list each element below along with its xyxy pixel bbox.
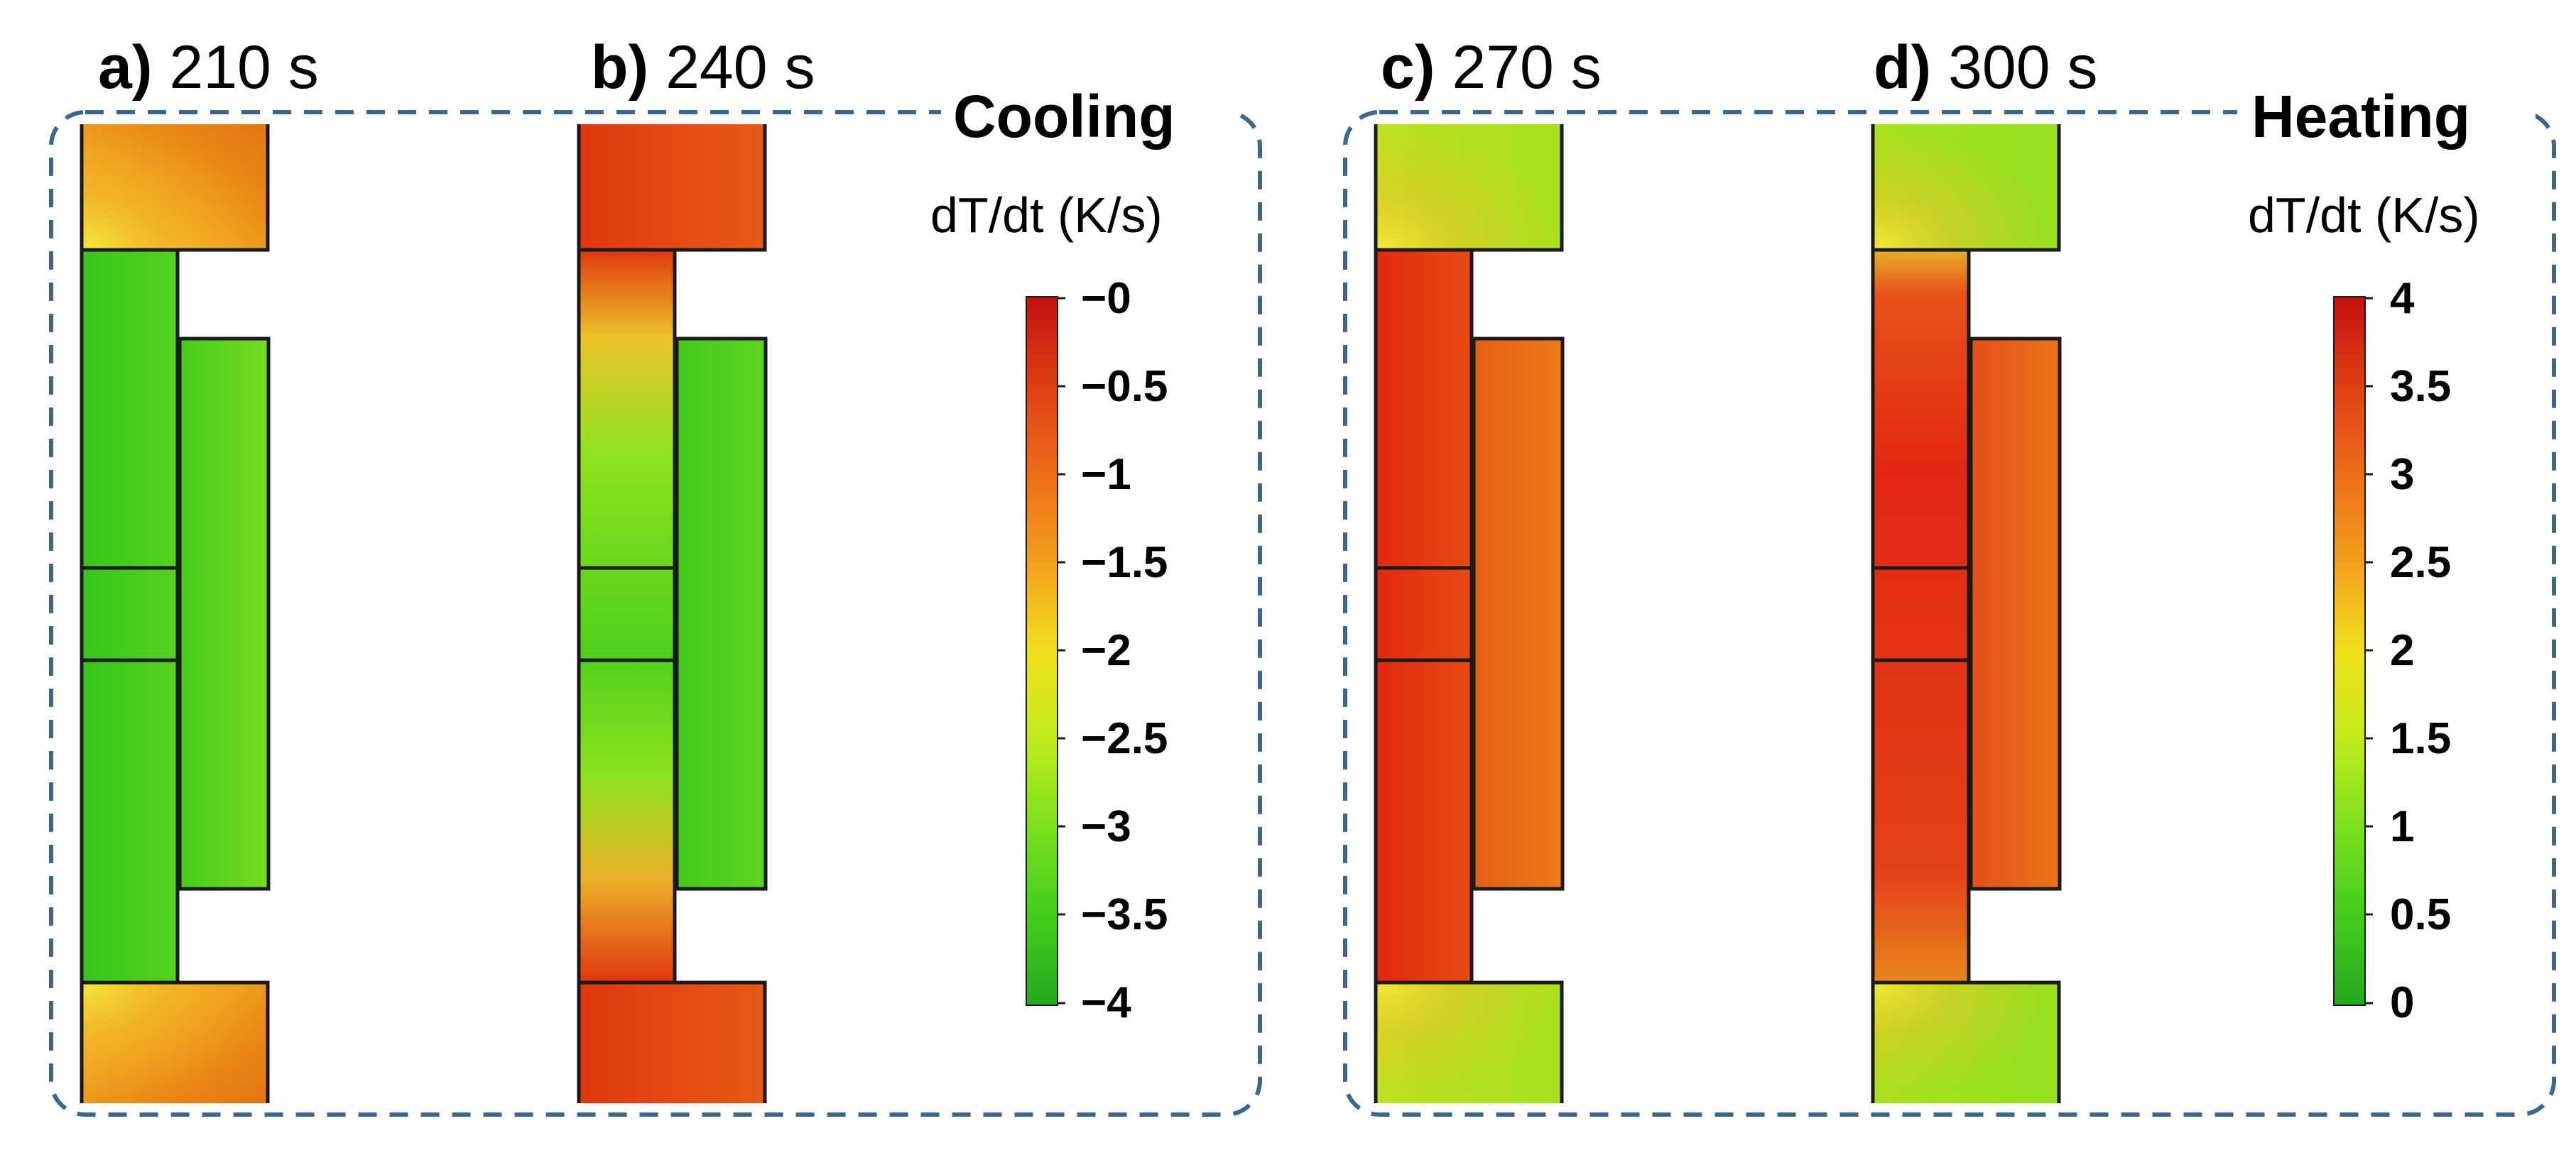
cooling-tick-label: −3.5 (1081, 890, 1168, 939)
heating-tick-label: 2 (2390, 626, 2415, 675)
heating-unit-label: dT/dt (K/s) (2248, 187, 2480, 243)
panel-b-label: b) 240 s (591, 33, 815, 102)
panel-b-geometry (577, 124, 768, 1103)
cooling-tick-label: −4 (1081, 978, 1131, 1027)
heating-tick-label: 3 (2390, 450, 2415, 499)
cooling-tick-label: −2.5 (1081, 714, 1168, 763)
panel-a-geometry (80, 124, 271, 1103)
cooling-tick-label: −1 (1081, 450, 1131, 499)
heating-tick-label: 1.5 (2390, 714, 2452, 763)
heating-tick-label: 0 (2390, 978, 2415, 1027)
heating-tick-label: 2.5 (2390, 538, 2452, 587)
cooling-tick-label: −2 (1081, 626, 1131, 675)
cooling-colorbar (1026, 296, 1065, 1006)
panel-c-geometry (1374, 124, 1565, 1103)
cooling-unit-label: dT/dt (K/s) (930, 187, 1163, 243)
heating-group-frame (1343, 110, 2556, 1117)
cooling-tick-label: −0.5 (1081, 362, 1168, 411)
panel-a-label: a) 210 s (98, 33, 319, 102)
heating-title: Heating (2251, 83, 2471, 150)
cooling-tick-label: −0 (1081, 274, 1131, 323)
heating-colorbar (2333, 296, 2373, 1006)
heating-tick-label: 0.5 (2390, 890, 2452, 939)
cooling-tick-label: −3 (1081, 802, 1131, 851)
heating-tick-label: 4 (2390, 274, 2415, 323)
cooling-title: Cooling (953, 83, 1175, 150)
panel-c-label: c) 270 s (1381, 33, 1602, 102)
panel-d-label: d) 300 s (1874, 33, 2098, 102)
cooling-tick-label: −1.5 (1081, 538, 1168, 587)
heating-tick-label: 3.5 (2390, 362, 2452, 411)
heating-tick-label: 1 (2390, 802, 2415, 851)
panel-d-geometry (1871, 124, 2062, 1103)
cooling-group-frame (49, 110, 1262, 1117)
